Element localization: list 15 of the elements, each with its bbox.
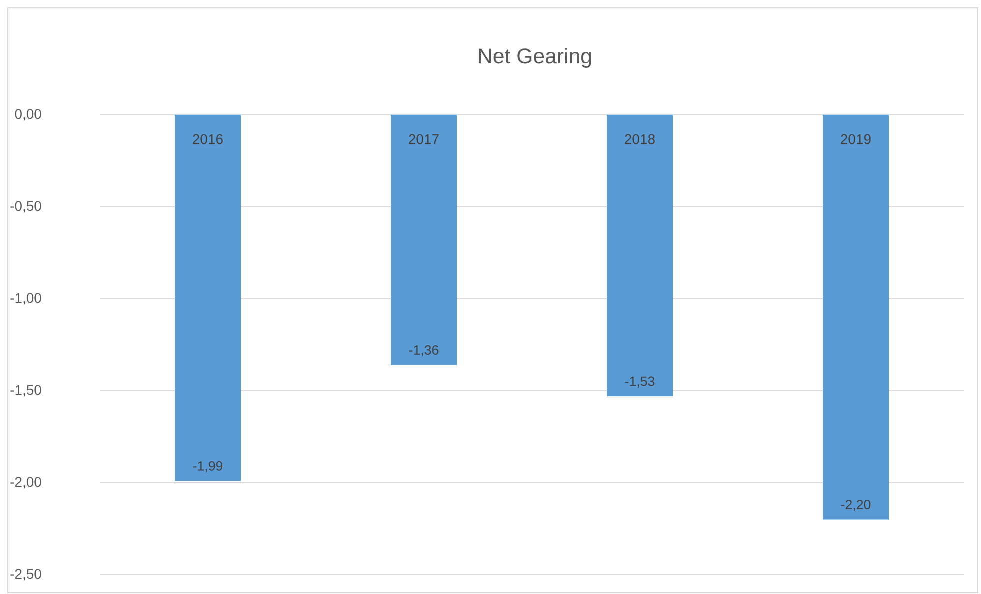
data-label: -1,99 [193,461,223,472]
y-tick-label: -1,50 [10,385,42,397]
data-label: -2,20 [841,500,871,512]
chart-title: Net Gearing [479,48,592,68]
x-tick-label: 2017 [409,134,439,144]
x-tick-label: 2018 [625,134,655,144]
y-tick-label: -2,50 [10,569,42,581]
data-label: -1,53 [625,376,655,388]
x-tick-label: 2019 [841,134,871,144]
data-label: -1,36 [409,346,439,357]
x-tick-label: 2016 [193,134,223,144]
y-tick-label: -2,00 [10,477,42,489]
y-tick-label: 0,00 [15,109,42,121]
y-tick-label: -0,50 [10,201,42,213]
y-tick-label: -1,00 [10,293,42,305]
